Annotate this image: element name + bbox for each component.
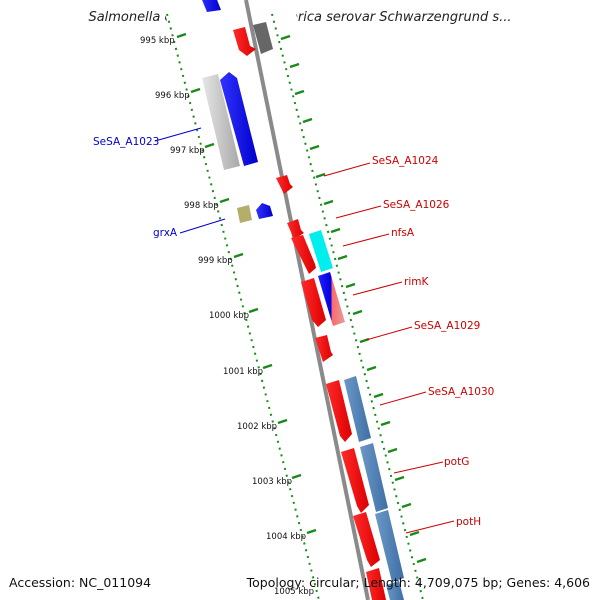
- ruler-ticks-right: [280, 34, 427, 564]
- gene-label-rimK[interactable]: rimK: [404, 276, 429, 288]
- gene-feature[interactable]: [375, 510, 404, 582]
- reverse-strand-genes[interactable]: [200, 0, 273, 223]
- tick-label: 1003 kbp: [252, 477, 292, 487]
- tick-label: 997 kbp: [170, 146, 205, 156]
- topology-text: Topology: circular; Length: 4,709,075 bp…: [246, 575, 590, 590]
- gene-feature[interactable]: [291, 235, 316, 274]
- gene-feature[interactable]: [386, 581, 404, 600]
- gene-feature-nfsA[interactable]: [309, 230, 333, 272]
- tick-label: 1000 kbp: [209, 311, 249, 321]
- tick-label: 1001 kbp: [223, 367, 263, 377]
- gene-feature[interactable]: [220, 72, 258, 166]
- tick-label: 999 kbp: [198, 256, 233, 266]
- accession-text: Accession: NC_011094: [9, 575, 152, 590]
- gene-feature-sesa-a1026[interactable]: [287, 219, 304, 239]
- gene-label-grxA[interactable]: grxA: [153, 227, 178, 239]
- gene-feature-grxA[interactable]: [237, 205, 252, 223]
- gene-label-nfsA[interactable]: nfsA: [391, 227, 415, 239]
- tick-label: 998 kbp: [184, 201, 219, 211]
- gene-feature-sesa-a1024[interactable]: [276, 175, 293, 194]
- gene-feature[interactable]: [360, 443, 388, 512]
- gene-feature-rimK[interactable]: [318, 272, 345, 326]
- tick-label: 1005 kbp: [274, 587, 314, 597]
- gene-label-potH[interactable]: potH: [456, 516, 481, 528]
- gene-feature[interactable]: [256, 203, 273, 219]
- gene-label-sesa-a1024[interactable]: SeSA_A1024: [372, 155, 439, 167]
- tick-label: 995 kbp: [140, 36, 175, 46]
- forward-strand-genes[interactable]: [233, 22, 404, 600]
- gene-feature-potH[interactable]: [353, 512, 380, 567]
- gene-feature-sesa-a1030[interactable]: [326, 380, 352, 442]
- ruler-ticks-left: [176, 32, 317, 535]
- gene-feature[interactable]: [233, 27, 256, 56]
- gene-label-sesa-a1030[interactable]: SeSA_A1030: [428, 386, 494, 398]
- ruler-tick-labels: 995 kbp 996 kbp 997 kbp 998 kbp 999 kbp …: [140, 36, 314, 597]
- gene-feature-sesa-a1023[interactable]: [202, 74, 240, 170]
- gene-label-sesa-a1026[interactable]: SeSA_A1026: [383, 199, 450, 211]
- gene-feature[interactable]: [344, 376, 371, 442]
- gene-feature[interactable]: [301, 278, 326, 327]
- gene-feature[interactable]: [253, 22, 273, 54]
- gene-feature[interactable]: [200, 0, 221, 12]
- ruler-right: [271, 13, 424, 600]
- gene-feature-potG[interactable]: [341, 448, 369, 513]
- gene-label-sesa-a1023[interactable]: SeSA_A1023: [93, 136, 159, 148]
- label-callouts: [154, 127, 455, 534]
- gene-feature[interactable]: [366, 568, 386, 600]
- tick-label: 1004 kbp: [266, 532, 306, 542]
- gene-label-sesa-a1029[interactable]: SeSA_A1029: [414, 320, 480, 332]
- ruler-left: [166, 13, 320, 600]
- gene-label-potG[interactable]: potG: [444, 456, 469, 468]
- gene-labels[interactable]: SeSA_A1023 grxA SeSA_A1024 SeSA_A1026 nf…: [93, 136, 494, 528]
- gene-feature-sesa-a1029[interactable]: [315, 335, 333, 362]
- tick-label: 1002 kbp: [237, 422, 277, 432]
- tick-label: 996 kbp: [155, 91, 190, 101]
